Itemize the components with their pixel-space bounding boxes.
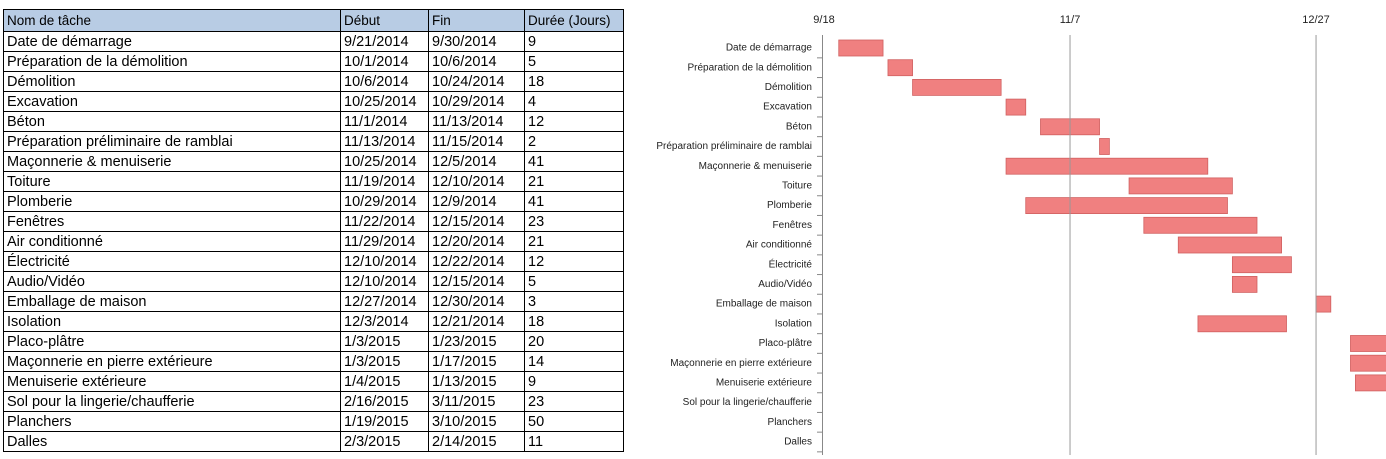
gantt-bar (1354, 374, 1386, 392)
table-cell: 11 (524, 431, 624, 452)
table-cell: 9/30/2014 (428, 31, 525, 52)
y-tick-label: Menuiserie extérieure (716, 378, 813, 389)
table-cell: Démolition (3, 71, 341, 92)
table-cell: 12/22/2014 (428, 251, 525, 272)
y-tick-label: Maçonnerie & menuiserie (699, 161, 813, 172)
table-cell: 14 (524, 351, 624, 372)
y-tick-label: Audio/Vidéo (758, 279, 812, 290)
table-cell: 12/10/2014 (340, 271, 429, 292)
y-tick-label: Placo-plâtre (759, 338, 813, 349)
table-cell: Dalles (3, 431, 341, 452)
table-row: Électricité 12/10/2014 12/22/2014 12 (3, 251, 624, 272)
table-row: Plomberie 10/29/2014 12/9/2014 41 (3, 191, 624, 212)
table-cell: 2/14/2015 (428, 431, 525, 452)
y-tick-label: Emballage de maison (716, 299, 812, 310)
table-cell: 12/9/2014 (428, 191, 525, 212)
table-row: Toiture 11/19/2014 12/10/2014 21 (3, 171, 624, 192)
y-tick-label: Préparation de la démolition (687, 62, 812, 73)
table-row: Air conditionné 11/29/2014 12/20/2014 21 (3, 231, 624, 252)
table-row: Fenêtres 11/22/2014 12/15/2014 23 (3, 211, 624, 232)
table-cell: 12/30/2014 (428, 291, 525, 312)
table-cell: 11/19/2014 (340, 171, 429, 192)
table-cell: 1/3/2015 (340, 331, 429, 352)
y-tick-label: Préparation préliminaire de ramblai (656, 141, 812, 152)
gantt-bar (1350, 354, 1386, 372)
gantt-bar (1005, 157, 1209, 175)
table-row: Audio/Vidéo 12/10/2014 12/15/2014 5 (3, 271, 624, 292)
y-tick-label: Électricité (769, 257, 813, 270)
y-tick-label: Dalles (784, 437, 812, 448)
table-row: Béton 11/1/2014 11/13/2014 12 (3, 111, 624, 132)
gantt-bar (1177, 236, 1282, 254)
gantt-bar (912, 79, 1002, 96)
table-cell: Air conditionné (3, 231, 341, 252)
y-tick-label: Toiture (782, 181, 812, 192)
table-row: Maçonnerie en pierre extérieure 1/3/2015 1… (3, 351, 624, 372)
table-cell: Isolation (3, 311, 341, 332)
gantt-bar (1099, 138, 1110, 155)
table-cell: 11/29/2014 (340, 231, 429, 252)
table-cell: Fenêtres (3, 211, 341, 232)
table-cell: 9 (524, 371, 624, 392)
x-tick-label: 11/7 (1060, 14, 1081, 26)
table-cell: 18 (524, 71, 624, 92)
gantt-bar (1315, 295, 1332, 313)
y-tick-label: Plomberie (767, 200, 812, 211)
table-cell: 12/27/2014 (340, 291, 429, 312)
table-cell: 10/6/2014 (428, 51, 525, 72)
y-tick-label: Air conditionné (746, 240, 813, 251)
x-tick-label: 9/18 (813, 14, 834, 26)
gantt-bar (838, 39, 884, 57)
table-cell: 11/22/2014 (340, 211, 429, 232)
table-row: Préparation préliminaire de ramblai 11/13… (3, 131, 624, 152)
x-tick-label: 12/27 (1302, 14, 1330, 26)
table-cell: 12/10/2014 (340, 251, 429, 272)
gantt-bar (887, 59, 913, 77)
y-tick-label: Béton (786, 121, 812, 132)
column-header: Début (340, 9, 429, 32)
column-header: Nom de tâche (3, 9, 341, 32)
table-cell: 1/17/2015 (428, 351, 525, 372)
table-row: Planchers 1/19/2015 3/10/2015 50 (3, 411, 624, 432)
table-row: Préparation de la démolition 10/1/2014 10/… (3, 51, 624, 72)
y-tick-label: Maçonnerie en pierre extérieure (670, 358, 812, 369)
gantt-bar (1128, 177, 1233, 195)
table-cell: Préparation de la démolition (3, 51, 341, 72)
table-cell: 1/3/2015 (340, 351, 429, 372)
table-cell: Placo-plâtre (3, 331, 341, 352)
gantt-bar (1005, 98, 1027, 116)
table-cell: Préparation préliminaire de ramblai (3, 131, 341, 152)
table-cell: 2/16/2015 (340, 391, 429, 412)
gantt-bar (1143, 216, 1258, 234)
gantt-bar (1231, 256, 1292, 274)
table-cell: 11/13/2014 (340, 131, 429, 152)
y-tick-label: Excavation (763, 102, 812, 113)
y-tick-label: Démolition (765, 82, 812, 93)
table-cell: 18 (524, 311, 624, 332)
table-row: Dalles 2/3/2015 2/14/2015 11 (3, 431, 624, 452)
gantt-bar (1231, 275, 1258, 293)
table-cell: Excavation (3, 91, 341, 112)
column-header: Fin (428, 9, 525, 32)
table-row: Emballage de maison 12/27/2014 12/30/2014 3 (3, 291, 624, 312)
gantt-bar (1025, 197, 1228, 215)
task-table: Nom de tâche Début Fin Durée (Jours) Date de… (3, 9, 624, 452)
y-tick-label: Planchers (768, 417, 812, 428)
y-tick-label: Date de démarrage (726, 43, 813, 54)
table-cell: 1/19/2015 (340, 411, 429, 432)
table-cell: 1/4/2015 (340, 371, 429, 392)
y-tick-label: Fenêtres (773, 220, 812, 231)
table-row: Placo-plâtre 1/3/2015 1/23/2015 20 (3, 331, 624, 352)
gantt-bar (1197, 315, 1287, 333)
table-cell: 23 (524, 211, 624, 232)
table-cell: 10/29/2014 (340, 191, 429, 212)
table-cell: 3/11/2015 (428, 391, 525, 412)
gantt-bar (1350, 335, 1386, 352)
table-row: Isolation 12/3/2014 12/21/2014 18 (3, 311, 624, 332)
y-tick-label: Sol pour la lingerie/chaufferie (683, 397, 813, 408)
y-tick-label: Isolation (775, 318, 812, 329)
table-cell: Maçonnerie en pierre extérieure (3, 351, 341, 372)
